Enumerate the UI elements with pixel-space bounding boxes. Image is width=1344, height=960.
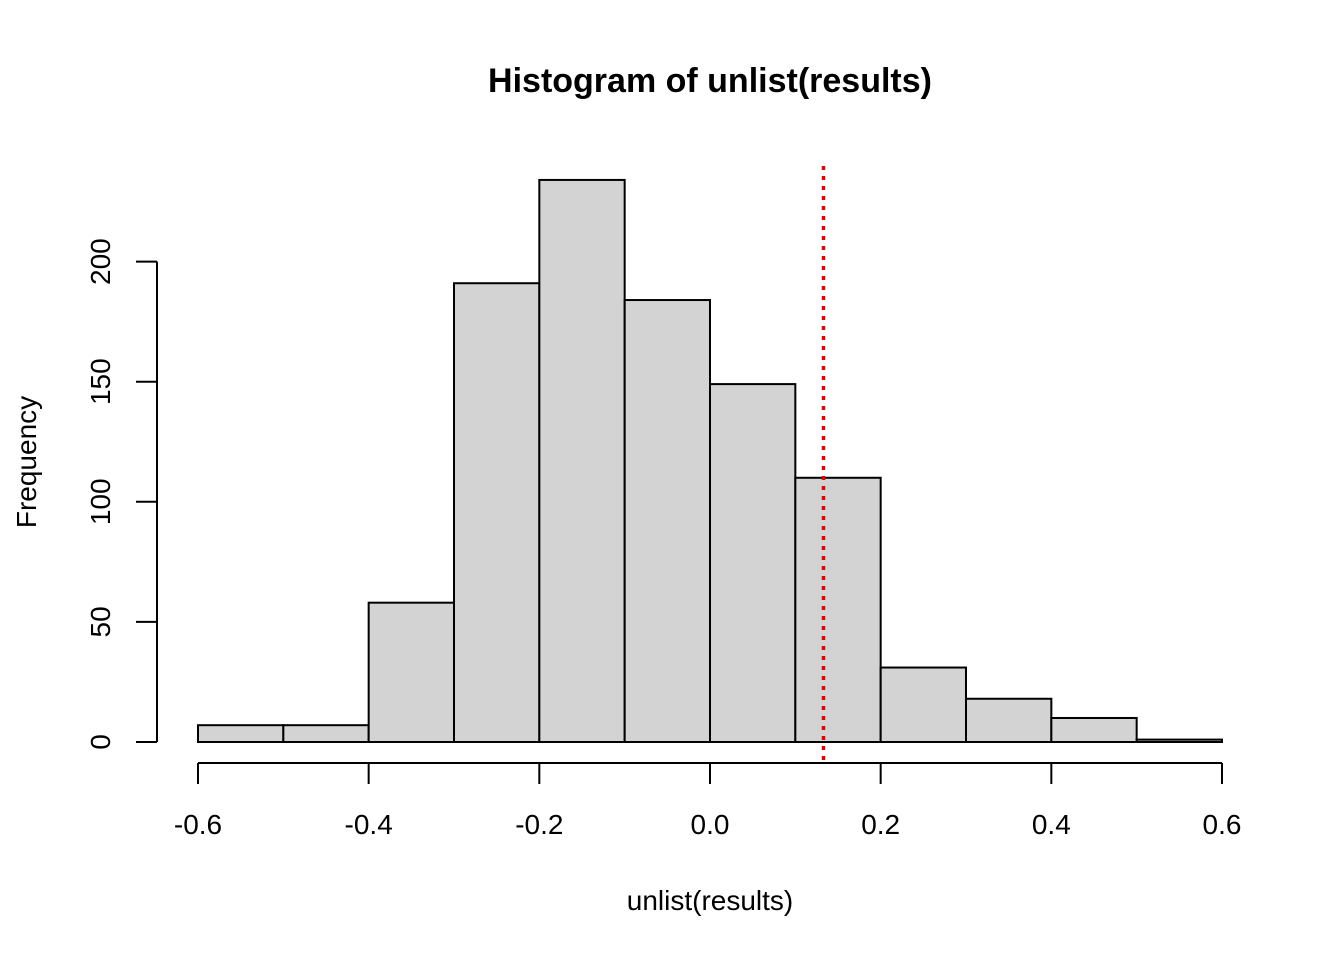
- x-tick-label: 0.2: [861, 809, 900, 840]
- x-tick-label: 0.0: [691, 809, 730, 840]
- y-tick-label: 150: [85, 358, 116, 405]
- histogram-bar: [453, 282, 541, 743]
- bars-group: [197, 178, 1223, 744]
- histogram-bar: [1050, 716, 1138, 743]
- x-axis: -0.6 -0.4 -0.2 0.0 0.2 0.4 0.6: [174, 762, 1242, 840]
- y-tick-label: 50: [85, 606, 116, 637]
- histogram-bar: [1135, 738, 1223, 744]
- x-tick-label: -0.2: [515, 809, 563, 840]
- x-tick-label: 0.4: [1032, 809, 1071, 840]
- histogram-bar: [367, 601, 455, 744]
- x-tick-label: -0.6: [174, 809, 222, 840]
- x-tick-label: -0.4: [345, 809, 393, 840]
- y-axis-label: Frequency: [11, 396, 42, 528]
- y-tick-label: 200: [85, 238, 116, 285]
- histogram-bar: [879, 666, 968, 744]
- histogram-bar: [282, 724, 370, 743]
- histogram-bar: [623, 299, 712, 743]
- histogram-bar: [709, 383, 797, 743]
- x-axis-label: unlist(results): [627, 885, 793, 916]
- histogram-bar: [965, 697, 1053, 743]
- histogram-bar: [794, 476, 882, 743]
- y-tick-label: 100: [85, 478, 116, 525]
- chart-title: Histogram of unlist(results): [488, 62, 932, 100]
- x-tick-label: 0.6: [1203, 809, 1242, 840]
- y-axis: 0 50 100 150 200: [85, 238, 158, 750]
- histogram-bar: [197, 724, 285, 743]
- histogram-bar: [538, 178, 626, 743]
- y-tick-label: 0: [85, 734, 116, 750]
